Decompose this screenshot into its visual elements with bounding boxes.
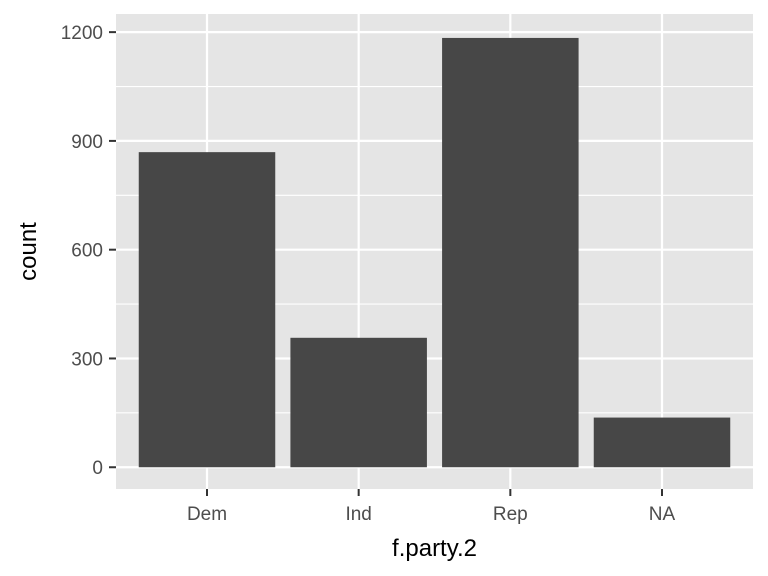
y-tick-label: 0: [92, 458, 103, 479]
y-tick-label: 300: [71, 349, 103, 370]
bar-ind: [290, 337, 427, 468]
y-tick-label: 900: [71, 132, 103, 153]
bar-rep: [442, 37, 579, 468]
x-tick-label: Dem: [187, 504, 227, 525]
y-tick-label: 600: [71, 241, 103, 262]
bar-dem: [138, 152, 276, 468]
x-axis: Dem Ind Rep NA: [187, 489, 676, 525]
x-tick-label: Rep: [493, 504, 528, 525]
bars: [138, 37, 731, 468]
x-axis-title: f.party.2: [392, 535, 477, 562]
x-tick-label: NA: [649, 504, 676, 525]
x-tick-label: Ind: [345, 504, 371, 525]
y-axis: 0 300 600 900 1200: [61, 23, 116, 479]
y-tick-label: 1200: [61, 23, 103, 44]
y-axis-title: count: [15, 222, 42, 281]
bar-na: [593, 417, 731, 468]
